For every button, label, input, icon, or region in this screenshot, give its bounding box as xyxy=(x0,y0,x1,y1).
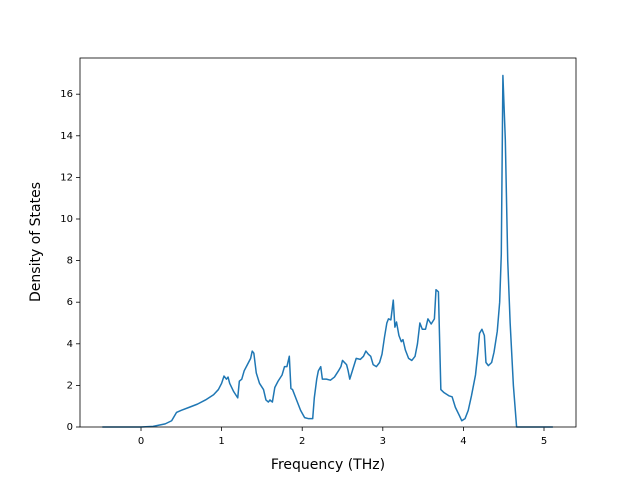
y-tick-label: 0 xyxy=(67,422,73,433)
x-tick-label: 5 xyxy=(541,436,547,447)
line xyxy=(102,74,553,428)
y-tick-label: 4 xyxy=(67,339,73,350)
y-tick-label: 6 xyxy=(67,297,73,308)
y-tick-label: 8 xyxy=(67,256,73,267)
x-tick-label: 3 xyxy=(380,436,386,447)
x-tick-label: 2 xyxy=(299,436,305,447)
y-axis-label: Density of States xyxy=(28,182,44,302)
x-tick-label: 1 xyxy=(218,436,224,447)
x-axis-label: Frequency (THz) xyxy=(271,457,385,473)
y-tick-label: 10 xyxy=(60,214,73,225)
y-tick-label: 14 xyxy=(60,131,73,142)
x-tick-label: 0 xyxy=(138,436,144,447)
y-tick-label: 2 xyxy=(67,380,73,391)
y-tick-label: 16 xyxy=(60,89,73,100)
plot-frame xyxy=(79,57,577,428)
y-tick-label: 12 xyxy=(60,172,73,183)
x-tick-label: 4 xyxy=(460,436,466,447)
